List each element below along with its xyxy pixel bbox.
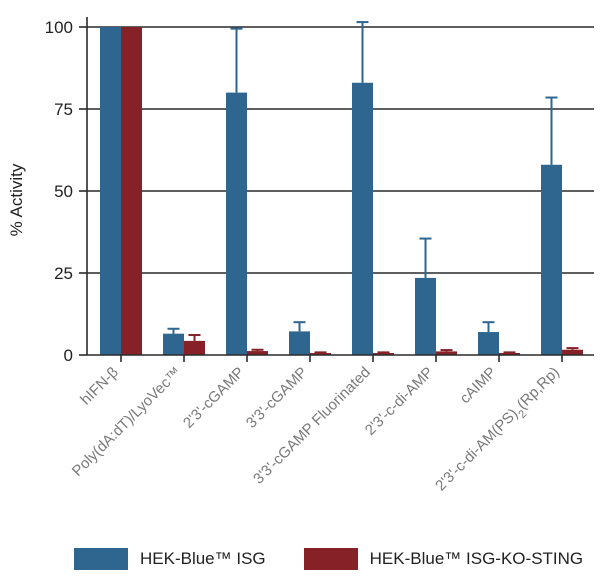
x-tick-label: hIFN-β	[77, 364, 122, 409]
bar-ko-sting	[562, 349, 583, 355]
y-axis-label: % Activity	[7, 163, 26, 236]
bars	[100, 27, 583, 355]
bar-ko-sting	[436, 351, 457, 355]
bar-ko-sting	[373, 353, 394, 355]
y-tick-label: 0	[64, 346, 73, 365]
legend-swatch-ko-sting	[303, 548, 358, 570]
x-tick-label: 3'3'-cGAMP Fluorinated	[250, 364, 374, 488]
bar-isg	[541, 164, 562, 355]
x-tick-label: 3'3'-cGAMP	[243, 364, 311, 432]
x-tick-label: 2'3'-c-di-AM(PS)2(Rp,Rp)	[432, 364, 566, 498]
bar-isg	[415, 277, 436, 355]
legend: HEK-Blue™ ISG HEK-Blue™ ISG-KO-STING	[74, 548, 611, 570]
bar-ko-sting	[247, 351, 268, 355]
legend-swatch-isg	[74, 548, 128, 570]
y-axis-ticks: 0 25 50 75 100	[45, 18, 87, 365]
legend-label-isg: HEK-Blue™ ISG	[140, 549, 266, 568]
legend-item-isg: HEK-Blue™ ISG	[74, 548, 266, 570]
bar-isg	[226, 92, 247, 355]
y-tick-label: 75	[54, 100, 73, 119]
bar-ko-sting	[499, 353, 520, 355]
bar-isg	[289, 331, 310, 355]
error-bars	[167, 21, 579, 354]
axes	[86, 17, 594, 356]
bar-ko-sting	[184, 340, 205, 355]
bar-isg	[163, 333, 184, 355]
y-tick-label: 50	[54, 182, 73, 201]
y-tick-label: 100	[45, 18, 73, 37]
x-tick-label: cAIMP	[457, 364, 500, 407]
bar-isg	[352, 82, 373, 355]
bar-ko-sting	[310, 353, 331, 355]
bar-ko-sting	[121, 27, 142, 355]
x-tick-label: 2'3'-c-di-AMP	[362, 364, 437, 439]
x-tick-label: Poly(dA:dT)/LyoVec™	[69, 364, 185, 480]
legend-item-ko-sting: HEK-Blue™ ISG-KO-STING	[303, 548, 584, 570]
legend-label-ko-sting: HEK-Blue™ ISG-KO-STING	[369, 549, 584, 568]
bar-isg	[478, 332, 499, 355]
bar-isg	[100, 27, 121, 355]
y-tick-label: 25	[54, 264, 73, 283]
x-tick-label: 2'3'-cGAMP	[180, 364, 248, 432]
x-axis-ticks: hIFN-βPoly(dA:dT)/LyoVec™2'3'-cGAMP3'3'-…	[69, 355, 566, 498]
grid-lines	[87, 26, 594, 274]
